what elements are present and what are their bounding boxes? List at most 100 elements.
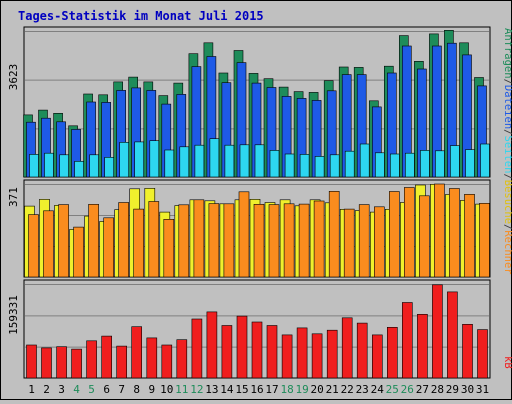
- bar-kb-day-14: [221, 325, 233, 379]
- bar-kb-day-27: [417, 313, 428, 379]
- bar-seiten-day-4: [74, 161, 84, 178]
- bar-seiten-day-11: [179, 146, 190, 178]
- bar-seiten-day-2: [44, 152, 54, 178]
- x-tick-label-day-30: 30: [461, 383, 474, 396]
- bar-kb-day-6: [101, 335, 112, 379]
- x-tick-label-day-26: 26: [401, 383, 414, 396]
- legend-entry-: /: [502, 224, 512, 230]
- bar-rechner-day-18: [283, 203, 295, 278]
- bar-kb-day-1: [26, 344, 37, 379]
- bar-rechner-day-31: [479, 203, 490, 278]
- bar-seiten-day-24: [374, 152, 385, 178]
- bar-seiten-day-29: [450, 145, 460, 178]
- bar-kb-day-15: [236, 315, 248, 379]
- bar-rechner-day-21: [328, 191, 340, 278]
- bar-rechner-day-12: [193, 199, 205, 278]
- x-tick-label-day-10: 10: [160, 383, 173, 396]
- bar-kb-day-29: [447, 291, 458, 379]
- y-max-label-panel-3: 159331: [7, 295, 20, 335]
- bar-rechner-day-29: [449, 188, 460, 278]
- bar-rechner-day-23: [358, 204, 370, 278]
- x-tick-label-day-8: 8: [133, 383, 140, 396]
- bar-seiten-day-1: [29, 154, 39, 178]
- bar-rechner-day-8: [133, 208, 144, 278]
- right-legend-2: kB: [502, 356, 512, 369]
- bar-seiten-day-19: [299, 154, 310, 178]
- legend-entry-besuche: Besuche: [502, 180, 512, 224]
- bar-rechner-day-2: [43, 210, 54, 278]
- bar-seiten-day-27: [420, 150, 430, 178]
- bar-seiten-day-13: [209, 138, 220, 178]
- bar-kb-day-30: [462, 323, 473, 379]
- bar-rechner-day-7: [118, 202, 129, 278]
- legend-entry-: /: [502, 79, 512, 85]
- bar-seiten-day-5: [89, 154, 99, 178]
- bar-seiten-day-15: [239, 144, 250, 178]
- bar-rechner-day-5: [88, 204, 99, 278]
- right-legend-1: Anfragen/Dateien/Seiten/Besuche/Rechner: [502, 28, 512, 275]
- x-tick-label-day-23: 23: [356, 383, 369, 396]
- x-tick-label-day-18: 18: [280, 383, 293, 396]
- x-tick-label-day-4: 4: [73, 383, 80, 396]
- x-tick-label-day-9: 9: [148, 383, 155, 396]
- bar-kb-day-4: [71, 348, 82, 379]
- legend-entry-rechner: Rechner: [502, 230, 512, 274]
- x-tick-label-day-1: 1: [28, 383, 35, 396]
- legend-entry-: /: [502, 129, 512, 135]
- bar-rechner-day-4: [73, 226, 84, 278]
- bar-seiten-day-23: [359, 143, 370, 178]
- bar-kb-day-8: [131, 326, 142, 379]
- x-tick-label-day-2: 2: [43, 383, 50, 396]
- bar-kb-day-31: [477, 329, 488, 379]
- bar-seiten-day-9: [149, 140, 160, 178]
- bar-rechner-day-1: [28, 214, 39, 278]
- bar-kb-day-10: [161, 344, 173, 379]
- legend-entry-kb: kB: [502, 356, 512, 369]
- y-max-label-panel-2: 371: [7, 187, 20, 207]
- bar-seiten-day-22: [344, 150, 355, 178]
- x-tick-label-day-25: 25: [386, 383, 399, 396]
- bar-rechner-day-6: [103, 217, 114, 278]
- bar-seiten-day-18: [284, 153, 295, 178]
- bar-rechner-day-10: [163, 219, 175, 278]
- bar-seiten-day-16: [254, 144, 265, 178]
- bar-seiten-day-3: [59, 154, 69, 178]
- legend-entry-anfragen: Anfragen: [502, 28, 512, 79]
- bar-rechner-day-19: [298, 203, 310, 278]
- x-tick-label-day-12: 12: [190, 383, 203, 396]
- bar-kb-day-5: [86, 340, 97, 379]
- bar-rechner-day-20: [313, 200, 325, 278]
- bar-seiten-day-10: [164, 149, 175, 178]
- bar-kb-day-3: [56, 346, 67, 379]
- x-tick-label-day-11: 11: [175, 383, 188, 396]
- bar-kb-day-24: [371, 334, 383, 379]
- bar-kb-day-26: [401, 302, 413, 379]
- bar-kb-day-7: [116, 345, 127, 379]
- bar-seiten-day-26: [404, 152, 415, 178]
- bar-rechner-day-22: [343, 208, 355, 278]
- bar-rechner-day-26: [403, 187, 415, 278]
- x-tick-label-day-5: 5: [88, 383, 95, 396]
- x-tick-label-day-31: 31: [476, 383, 489, 396]
- bar-rechner-day-30: [464, 194, 475, 278]
- bar-kb-day-2: [41, 347, 52, 379]
- bar-kb-day-23: [356, 322, 368, 379]
- x-tick-label-day-15: 15: [235, 383, 248, 396]
- bar-seiten-day-28: [435, 150, 445, 178]
- x-tick-label-day-16: 16: [250, 383, 263, 396]
- bar-rechner-day-28: [434, 183, 445, 278]
- bar-rechner-day-9: [148, 201, 160, 278]
- bar-kb-day-13: [206, 311, 218, 379]
- bar-seiten-day-25: [389, 153, 400, 178]
- bar-seiten-day-20: [314, 156, 325, 178]
- bar-kb-day-11: [176, 339, 188, 379]
- bar-seiten-day-8: [134, 141, 144, 178]
- x-tick-label-day-28: 28: [431, 383, 444, 396]
- bar-kb-day-22: [341, 317, 353, 379]
- bar-rechner-day-15: [238, 191, 250, 278]
- x-tick-label-day-27: 27: [416, 383, 429, 396]
- bar-kb-day-18: [281, 334, 293, 379]
